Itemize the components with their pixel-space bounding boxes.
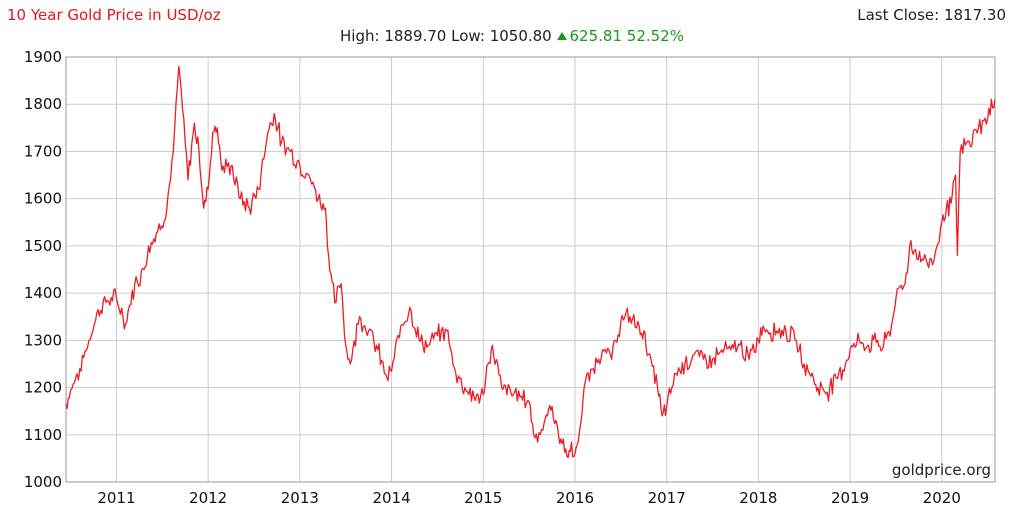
x-tick-label: 2019 bbox=[831, 489, 869, 507]
x-tick-label: 2015 bbox=[464, 489, 502, 507]
y-tick-label: 1800 bbox=[24, 95, 62, 113]
last-close-readout: Last Close: 1817.30 bbox=[857, 6, 1006, 24]
y-tick-label: 1900 bbox=[24, 48, 62, 66]
up-arrow-icon bbox=[556, 32, 567, 40]
y-tick-label: 1400 bbox=[24, 284, 62, 302]
low-label: Low: bbox=[451, 27, 485, 45]
change-value: 625.81 bbox=[569, 27, 623, 45]
plot-frame bbox=[65, 56, 996, 483]
x-tick-label: 2013 bbox=[281, 489, 319, 507]
change-readout: 625.81 52.52% bbox=[556, 27, 684, 45]
x-tick-label: 2016 bbox=[556, 489, 594, 507]
x-tick-label: 2017 bbox=[648, 489, 686, 507]
source-label: goldprice.org bbox=[891, 461, 991, 479]
x-tick-label: 2014 bbox=[372, 489, 410, 507]
y-tick-label: 1100 bbox=[24, 426, 62, 444]
y-tick-label: 1700 bbox=[24, 142, 62, 160]
x-tick-label: 2012 bbox=[189, 489, 227, 507]
tick-layer: 1000 1100 1200 1300 1400 1500 1600 1700 1800 1900… bbox=[24, 48, 961, 507]
price-stats: High: 1889.70 Low: 1050.80 625.81 52.52% bbox=[0, 27, 1024, 45]
y-tick-label: 1300 bbox=[24, 331, 62, 349]
low-value: 1050.80 bbox=[489, 27, 552, 45]
price-line bbox=[65, 65, 996, 459]
last-close-value: 1817.30 bbox=[943, 6, 1006, 24]
y-tick-label: 1000 bbox=[24, 473, 62, 491]
change-percent: 52.52% bbox=[626, 27, 684, 45]
y-tick-label: 1600 bbox=[24, 190, 62, 208]
chart-title: 10 Year Gold Price in USD/oz bbox=[7, 6, 221, 24]
y-tick-label: 1200 bbox=[24, 379, 62, 397]
last-close-label: Last Close: bbox=[857, 6, 940, 24]
x-tick-label: 2018 bbox=[739, 489, 777, 507]
y-tick-label: 1500 bbox=[24, 237, 62, 255]
high-value: 1889.70 bbox=[384, 27, 447, 45]
high-label: High: bbox=[340, 27, 380, 45]
x-tick-label: 2020 bbox=[923, 489, 961, 507]
x-tick-label: 2011 bbox=[97, 489, 135, 507]
